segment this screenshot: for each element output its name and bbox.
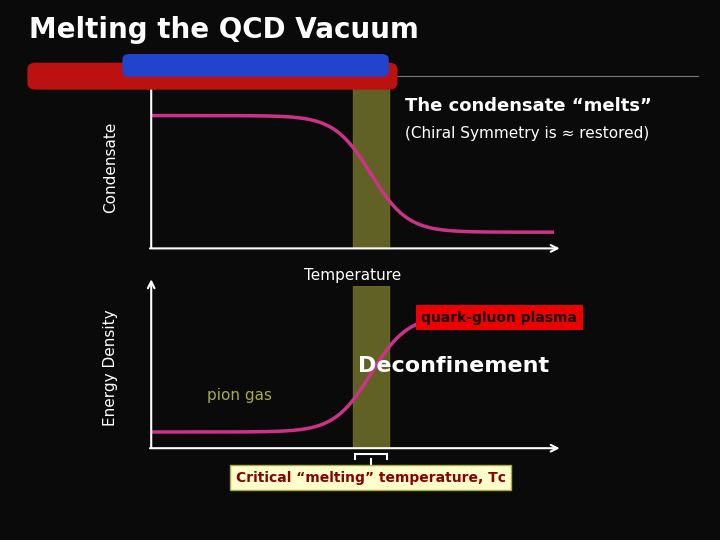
Bar: [353, 86, 389, 248]
Text: The condensate “melts”: The condensate “melts”: [405, 97, 652, 114]
Text: Energy Density: Energy Density: [104, 309, 118, 426]
Text: quark-gluon plasma: quark-gluon plasma: [421, 311, 577, 325]
FancyBboxPatch shape: [122, 54, 389, 77]
Text: Critical “melting” temperature, Tᴄ: Critical “melting” temperature, Tᴄ: [236, 471, 506, 485]
Text: Melting the QCD Vacuum: Melting the QCD Vacuum: [29, 16, 418, 44]
Text: Condensate: Condensate: [104, 122, 118, 213]
Text: (Chiral Symmetry is ≈ restored): (Chiral Symmetry is ≈ restored): [405, 126, 649, 141]
Text: Temperature: Temperature: [304, 468, 402, 483]
Text: pion gas: pion gas: [207, 388, 272, 403]
Bar: [353, 286, 389, 448]
Text: Temperature: Temperature: [304, 268, 402, 283]
FancyBboxPatch shape: [27, 63, 397, 90]
Text: Deconfinement: Deconfinement: [358, 356, 549, 376]
